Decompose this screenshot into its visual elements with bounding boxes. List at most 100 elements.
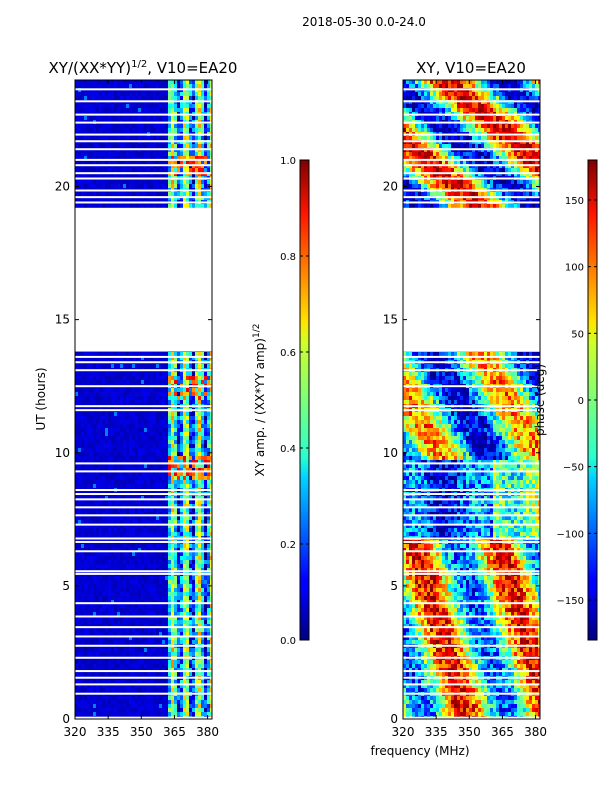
- left-heat-cell: [96, 632, 99, 636]
- left-heat-cell: [141, 436, 144, 440]
- left-heat-cell: [129, 480, 132, 484]
- left-heat-cell: [147, 204, 150, 208]
- left-heat-cell: [204, 168, 207, 172]
- left-heat-cell: [195, 468, 198, 472]
- left-heat-cell: [105, 436, 108, 440]
- left-heat-cell: [93, 628, 96, 632]
- left-heat-cell: [165, 80, 168, 84]
- left-heat-cell: [84, 144, 87, 148]
- left-heat-cell: [162, 640, 165, 644]
- left-heat-cell: [84, 588, 87, 592]
- left-heat-cell: [75, 612, 78, 616]
- left-heat-cell: [132, 372, 135, 376]
- left-heat-cell: [84, 460, 87, 464]
- left-heat-cell: [177, 532, 180, 536]
- left-heat-cell: [195, 532, 198, 536]
- left-heat-cell: [168, 596, 171, 600]
- left-heat-cell: [144, 568, 147, 572]
- left-heat-cell: [126, 596, 129, 600]
- left-heat-cell: [210, 364, 212, 368]
- left-heat-cell: [135, 432, 138, 436]
- left-heat-cell: [201, 80, 204, 84]
- left-heat-cell: [96, 516, 99, 520]
- left-heat-cell: [138, 576, 141, 580]
- left-heat-cell: [123, 588, 126, 592]
- left-heat-cell: [96, 636, 99, 640]
- left-heat-cell: [207, 608, 210, 612]
- left-heat-cell: [156, 620, 159, 624]
- left-heat-cell: [93, 372, 96, 376]
- left-heat-cell: [186, 620, 189, 624]
- left-heat-cell: [159, 560, 162, 564]
- left-heat-cell: [156, 400, 159, 404]
- left-heat-cell: [201, 400, 204, 404]
- left-heat-cell: [147, 472, 150, 476]
- left-heat-cell: [192, 516, 195, 520]
- left-heat-cell: [171, 564, 174, 568]
- left-heat-cell: [87, 84, 90, 88]
- left-heat-cell: [90, 640, 93, 644]
- left-heat-cell: [147, 604, 150, 608]
- left-heat-cell: [120, 416, 123, 420]
- left-heat-cell: [189, 388, 192, 392]
- left-heat-cell: [123, 380, 126, 384]
- left-heat-cell: [111, 388, 114, 392]
- left-heat-cell: [195, 620, 198, 624]
- left-heat-cell: [93, 508, 96, 512]
- left-heat-cell: [129, 652, 132, 656]
- left-heat-cell: [183, 544, 186, 548]
- left-heat-cell: [147, 596, 150, 600]
- left-heat-cell: [210, 552, 212, 556]
- left-heat-cell: [153, 108, 156, 112]
- left-heat-cell: [186, 504, 189, 508]
- left-heat-cell: [165, 652, 168, 656]
- left-heat-cell: [81, 80, 84, 84]
- left-heat-cell: [102, 620, 105, 624]
- left-heat-cell: [162, 528, 165, 532]
- left-heat-cell: [123, 476, 126, 480]
- left-heat-cell: [93, 556, 96, 560]
- left-heat-cell: [108, 576, 111, 580]
- left-heat-cell: [171, 624, 174, 628]
- left-heat-cell: [150, 440, 153, 444]
- left-heat-cell: [165, 632, 168, 636]
- left-heat-cell: [153, 152, 156, 156]
- left-heat-cell: [105, 564, 108, 568]
- left-heat-cell: [126, 504, 129, 508]
- left-heat-cell: [141, 596, 144, 600]
- left-heat-cell: [186, 432, 189, 436]
- left-heat-cell: [141, 608, 144, 612]
- left-heat-cell: [195, 180, 198, 184]
- left-heat-cell: [165, 192, 168, 196]
- left-heat-cell: [150, 92, 153, 96]
- left-heat-cell: [153, 392, 156, 396]
- left-heat-cell: [75, 168, 78, 172]
- left-heat-cell: [75, 520, 78, 524]
- left-heat-cell: [171, 400, 174, 404]
- left-heat-cell: [111, 424, 114, 428]
- left-heat-cell: [99, 168, 102, 172]
- left-heat-cell: [123, 560, 126, 564]
- left-heat-cell: [81, 504, 84, 508]
- left-heat-cell: [174, 448, 177, 452]
- left-heat-cell: [84, 580, 87, 584]
- left-heat-cell: [171, 128, 174, 132]
- left-heat-cell: [87, 424, 90, 428]
- left-heat-cell: [108, 484, 111, 488]
- left-heat-cell: [120, 476, 123, 480]
- left-heat-cell: [186, 96, 189, 100]
- left-heat-cell: [180, 612, 183, 616]
- left-heat-cell: [171, 588, 174, 592]
- left-heat-cell: [195, 420, 198, 424]
- left-heat-cell: [168, 648, 171, 652]
- left-heat-cell: [195, 136, 198, 140]
- left-heat-cell: [132, 392, 135, 396]
- left-heat-cell: [150, 624, 153, 628]
- left-heat-cell: [135, 504, 138, 508]
- left-heat-cell: [159, 396, 162, 400]
- left-heat-cell: [165, 500, 168, 504]
- left-heat-cell: [168, 620, 171, 624]
- left-heat-cell: [189, 448, 192, 452]
- left-heat-cell: [174, 424, 177, 428]
- left-heat-cell: [93, 432, 96, 436]
